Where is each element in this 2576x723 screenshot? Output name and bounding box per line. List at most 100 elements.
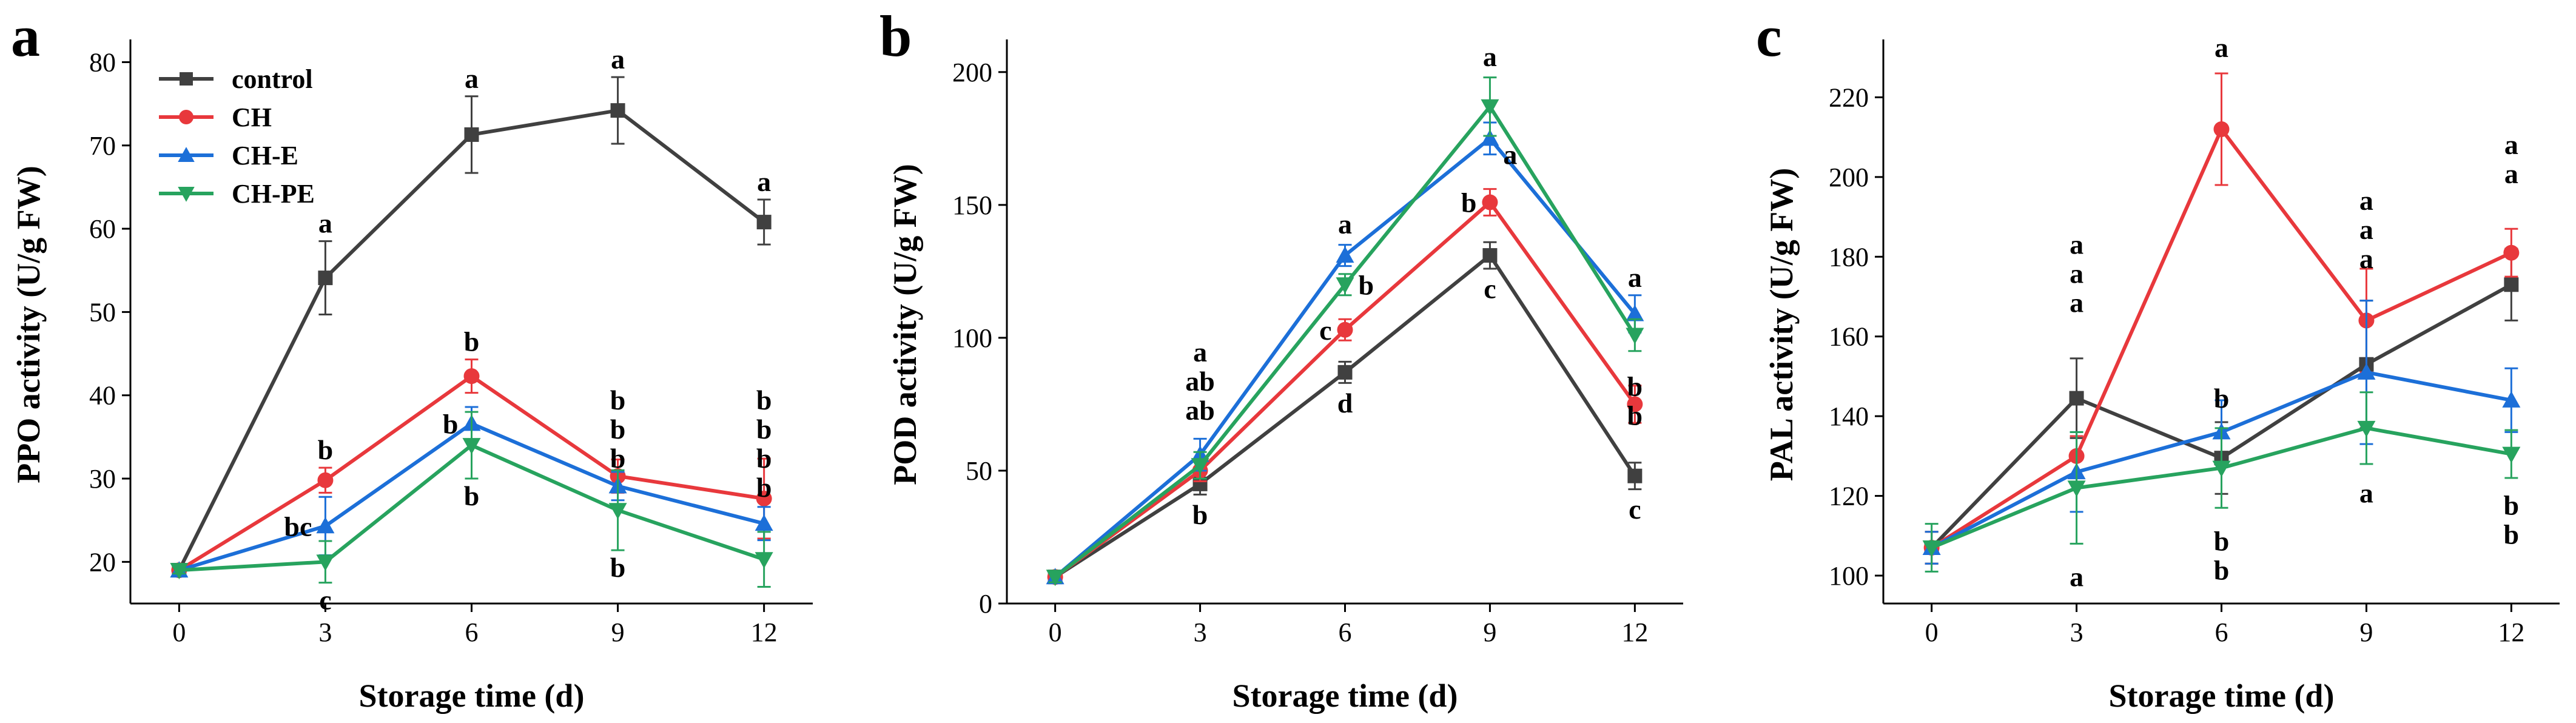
x-axis-title: Storage time (d): [359, 678, 585, 714]
x-tick-label: 6: [1339, 617, 1352, 647]
y-axis-title: PAL activity (U/g FW): [1763, 168, 1800, 481]
y-tick-label: 20: [89, 547, 116, 577]
x-tick-label: 0: [1925, 617, 1939, 647]
y-tick-label: 50: [966, 456, 992, 486]
y-tick-label: 100: [952, 323, 992, 353]
data-point: [1046, 570, 1064, 587]
significance-letter: a: [2359, 243, 2373, 274]
x-tick-label: 3: [2070, 617, 2083, 647]
y-tick-label: 60: [89, 214, 116, 244]
significance-letter: a: [1193, 337, 1207, 368]
significance-letter: d: [1337, 388, 1353, 419]
data-point: [1627, 468, 1643, 483]
data-point: [316, 517, 335, 534]
significance-letter: b: [318, 434, 334, 465]
panel-letter: a: [11, 4, 40, 69]
significance-letter: b: [2504, 489, 2520, 520]
series-ch-pe: [170, 411, 773, 588]
data-point: [318, 271, 333, 286]
significance-letter: c: [319, 585, 331, 616]
significance-letter: c: [1484, 273, 1496, 304]
data-point: [1482, 194, 1498, 210]
significance-letter: b: [756, 472, 772, 503]
x-tick-label: 12: [751, 617, 778, 647]
series-ch-pe: [1046, 76, 1644, 587]
data-point: [1626, 304, 1644, 321]
significance-letter: c: [1629, 494, 1641, 525]
significance-letter: b: [464, 326, 480, 357]
y-tick-label: 220: [1829, 82, 1869, 112]
significance-letter: b: [610, 443, 626, 474]
significance-letter: a: [2214, 32, 2228, 63]
panel-b: b 0 3 6 9 12 0 50 100 150 200 Storage time (d) POD a…: [879, 4, 1683, 714]
legend: control CH CH-E CH-PE: [159, 64, 315, 209]
y-tick-label: 50: [89, 297, 116, 327]
data-point: [464, 127, 479, 142]
significance-letter: a: [2070, 229, 2083, 260]
data-point: [2213, 121, 2230, 137]
data-point: [170, 563, 189, 580]
significance-letter: ab: [1185, 395, 1215, 426]
data-point: [2503, 244, 2520, 261]
y-tick-label: 200: [1829, 163, 1869, 192]
significance-letter: ab: [1185, 366, 1215, 397]
y-tick-label: 200: [952, 58, 992, 87]
significance-letter: a: [2504, 158, 2518, 189]
y-tick-label: 80: [89, 47, 116, 77]
data-point: [1336, 277, 1354, 294]
significance-letter: a: [2359, 214, 2373, 245]
y-tick-label: 180: [1829, 242, 1869, 272]
panel-letter: c: [1756, 4, 1782, 69]
x-axis-title: Storage time (d): [2109, 678, 2335, 714]
x-tick-label: 9: [2359, 617, 2373, 647]
significance-letter: b: [2214, 526, 2230, 557]
data-point: [2504, 277, 2519, 292]
significance-letter: b: [610, 552, 626, 583]
significance-letter: bc: [284, 511, 312, 542]
significance-letter: a: [1483, 41, 1497, 72]
data-point: [1481, 99, 1499, 116]
panel-letter: b: [879, 4, 912, 69]
x-tick-label: 12: [1621, 617, 1648, 647]
x-tick-label: 9: [1483, 617, 1496, 647]
significance-letter: a: [2359, 185, 2373, 216]
y-axis-title: PPO activity (U/g FW): [10, 166, 47, 483]
data-point: [2069, 391, 2084, 406]
legend-marker: [179, 110, 193, 124]
significance-letter: a: [318, 208, 332, 239]
data-point: [755, 514, 773, 531]
legend-marker: [178, 147, 195, 162]
significance-letter: b: [2214, 555, 2230, 586]
significance-letter: a: [2359, 478, 2373, 509]
significance-letter: b: [2214, 383, 2230, 414]
significance-letter: b: [756, 443, 772, 474]
data-point: [1482, 248, 1498, 263]
data-point: [1922, 540, 1941, 557]
legend-marker: [178, 187, 195, 202]
panel-a: a 0 3 6 9 12 20 30 40 50 60 70 80 Storage time (d) PPO…: [10, 4, 813, 714]
x-tick-label: 12: [2498, 617, 2524, 647]
legend-label: CH: [232, 103, 272, 132]
y-tick-label: 120: [1829, 482, 1869, 511]
significance-letter: a: [1503, 140, 1517, 170]
significance-letter: b: [464, 480, 480, 511]
data-point: [463, 368, 480, 385]
y-tick-label: 30: [89, 464, 116, 494]
x-tick-label: 3: [1194, 617, 1207, 647]
significance-letter: c: [1319, 315, 1331, 346]
y-tick-label: 160: [1829, 322, 1869, 352]
x-tick-label: 9: [611, 617, 625, 647]
panel-c: c 0 3 6 9 12 100 120 140 160 180 200 220 Storage time…: [1756, 4, 2560, 714]
legend-marker: [180, 72, 193, 86]
significance-letter: b: [1627, 371, 1643, 402]
legend-label: CH-E: [232, 141, 298, 170]
data-point: [756, 490, 772, 506]
x-tick-label: 6: [465, 617, 479, 647]
x-tick-label: 3: [318, 617, 332, 647]
significance-letter: b: [1192, 499, 1208, 530]
data-point: [1481, 129, 1499, 146]
data-point: [755, 552, 773, 569]
significance-letter: b: [443, 408, 459, 439]
data-point: [1626, 328, 1644, 345]
